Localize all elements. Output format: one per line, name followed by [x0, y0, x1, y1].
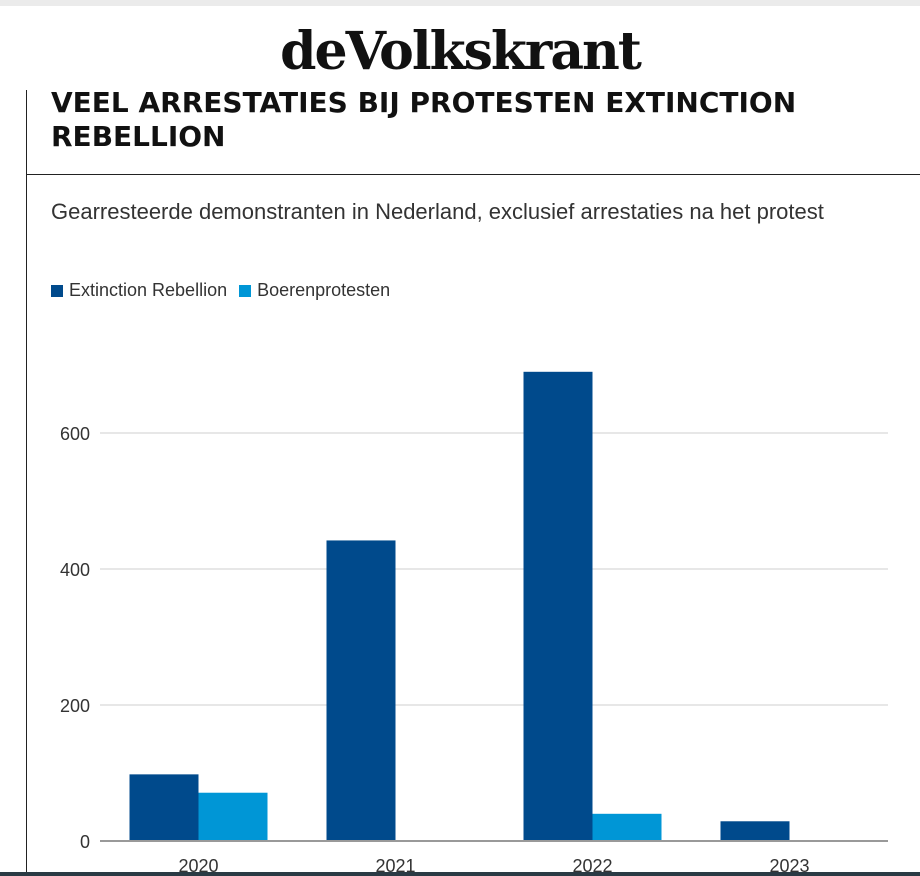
chart-title: VEEL ARRESTATIES BIJ PROTESTEN EXTINCTIO…	[51, 86, 797, 153]
bar-extinction-rebellion-2022	[523, 371, 593, 841]
legend-item-extinction-rebellion: Extinction Rebellion	[51, 280, 227, 301]
x-tick-label-2023: 2023	[769, 856, 809, 876]
x-tick-label-2021: 2021	[375, 856, 415, 876]
bar-extinction-rebellion-2020	[129, 774, 199, 841]
bottom-bar	[0, 872, 920, 876]
bar-extinction-rebellion-2023	[720, 821, 790, 841]
x-tick-label-2022: 2022	[572, 856, 612, 876]
legend-swatch-boerenprotesten	[239, 284, 252, 297]
masthead: deVolkskrant	[0, 6, 920, 90]
legend-swatch-extinction-rebellion	[51, 284, 63, 297]
y-tick-label-0: 0	[80, 832, 90, 852]
y-tick-label-200: 200	[60, 696, 90, 716]
y-tick-label-600: 600	[60, 424, 90, 444]
y-tick-label-400: 400	[60, 560, 90, 580]
bar-boerenprotesten-2020	[198, 792, 268, 841]
top-rule	[0, 0, 920, 6]
chart-card: VEEL ARRESTATIES BIJ PROTESTEN EXTINCTIO…	[26, 86, 920, 876]
bar-extinction-rebellion-2021	[326, 540, 396, 841]
x-tick-label-2020: 2020	[178, 856, 218, 876]
legend-label-boerenprotesten: Boerenprotesten	[257, 280, 391, 300]
bar-boerenprotesten-2022	[592, 813, 662, 841]
legend-label-extinction-rebellion: Extinction Rebellion	[69, 280, 228, 300]
chart-legend: Extinction Rebellion Boerenprotesten	[51, 280, 402, 301]
title-divider	[27, 174, 920, 175]
legend-item-boerenprotesten: Boerenprotesten	[239, 280, 390, 301]
volkskrant-logo[interactable]: deVolkskrant	[280, 21, 642, 82]
chart-subtitle: Gearresteerde demonstranten in Nederland…	[51, 199, 824, 224]
